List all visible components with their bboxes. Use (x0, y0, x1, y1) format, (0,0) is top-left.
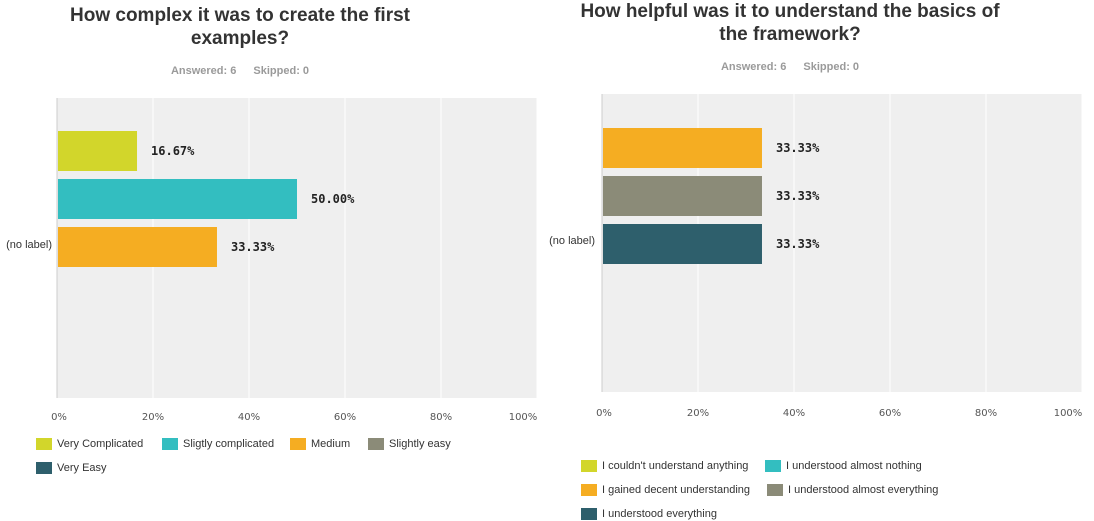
legend-label: I gained decent understanding (602, 484, 751, 496)
data-label: 33.33% (776, 189, 820, 203)
bar (603, 176, 762, 216)
x-tick-label: 0% (51, 412, 67, 423)
legend-item: Sligtly complicated (162, 437, 274, 451)
bar (603, 224, 762, 264)
data-label: 16.67% (151, 144, 195, 158)
legend-item: I couldn't understand anything (581, 459, 748, 473)
legend-swatch (581, 460, 597, 473)
legend-label: Very Easy (57, 462, 107, 474)
legend-item: I gained decent understanding (581, 483, 750, 497)
x-tick-label: 80% (430, 412, 452, 423)
legend-item: Very Easy (36, 461, 107, 475)
legend-label: I couldn't understand anything (602, 460, 749, 472)
x-tick-label: 60% (334, 412, 356, 423)
data-label: 33.33% (231, 240, 275, 254)
chart-panel-helpfulness: How helpful was it to understand the bas… (545, 0, 1094, 521)
legend-swatch (767, 484, 783, 497)
skipped-count: Skipped: 0 (253, 65, 310, 77)
answered-count: Answered: 6 (720, 61, 787, 73)
x-tick-label: 60% (879, 408, 901, 419)
x-tick-label: 20% (687, 408, 709, 419)
legend-swatch (368, 438, 384, 451)
legend-label: Sligtly complicated (183, 438, 275, 450)
legend-label: I understood almost nothing (786, 460, 922, 472)
x-tick-label: 100% (509, 412, 538, 423)
legend-swatch (36, 462, 52, 475)
x-tick-label: 80% (975, 408, 997, 419)
answered-count: Answered: 6 (170, 65, 237, 77)
legend-item: Slightly easy (368, 437, 451, 451)
bar (603, 128, 762, 168)
bar (58, 179, 297, 219)
legend-item: I understood everything (581, 507, 717, 521)
legend-swatch (290, 438, 306, 451)
x-tick-label: 20% (142, 412, 164, 423)
legend-swatch (36, 438, 52, 451)
response-stats: Answered: 6 Skipped: 0 (680, 61, 900, 73)
legend-swatch (581, 508, 597, 521)
legend-swatch (765, 460, 781, 473)
data-label: 33.33% (776, 237, 820, 251)
legend-item: I understood almost nothing (765, 459, 922, 473)
skipped-count: Skipped: 0 (803, 61, 860, 73)
bar (58, 131, 138, 171)
legend-label: Very Complicated (57, 438, 144, 450)
chart-title: How helpful was it to understand the bas… (580, 1, 1000, 45)
legend-label: Slightly easy (389, 438, 451, 450)
category-label: (no label) (549, 235, 595, 247)
legend-label: I understood almost everything (788, 484, 939, 496)
x-tick-label: 40% (783, 408, 805, 419)
legend-label: I understood everything (602, 508, 717, 520)
x-tick-label: 100% (1054, 408, 1083, 419)
category-label: (no label) (6, 239, 52, 251)
legend-swatch (162, 438, 178, 451)
legend-swatch (581, 484, 597, 497)
chart-panel-complexity: How complex it was to create the first e… (0, 0, 545, 519)
x-tick-label: 40% (238, 412, 260, 423)
bar-chart-plot: 0% 20% 40% 60% 80% 100% (no label) 16.67% 50.00%… (6, 98, 538, 423)
response-stats: Answered: 6 Skipped: 0 (140, 65, 340, 77)
legend-item: I understood almost everything (767, 483, 938, 497)
x-tick-label: 0% (596, 408, 612, 419)
chart-title: How complex it was to create the first e… (70, 5, 410, 49)
legend-label: Medium (311, 438, 351, 450)
legend-item: Very Complicated (36, 437, 143, 451)
bar (58, 227, 217, 267)
data-label: 33.33% (776, 141, 820, 155)
legend-item: Medium (290, 437, 350, 451)
bar-chart-plot: 0% 20% 40% 60% 80% 100% (no label) 33.33% 33.33%… (549, 94, 1083, 419)
data-label: 50.00% (311, 192, 355, 206)
